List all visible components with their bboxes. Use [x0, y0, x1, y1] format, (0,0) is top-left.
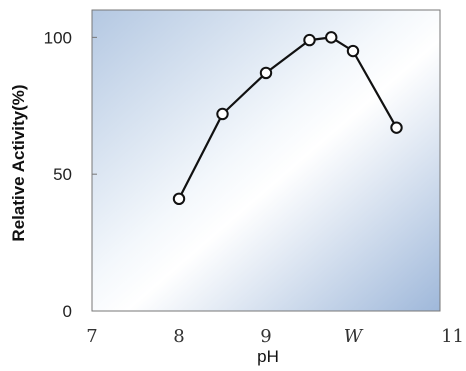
x-axis-title: pH [257, 347, 279, 366]
data-point [390, 121, 403, 134]
y-tick-label: 50 [53, 165, 72, 184]
y-tick-label: 100 [44, 28, 72, 47]
y-axis-title: Relative Activity(%) [9, 84, 28, 241]
y-ticks: 0 50 100 [44, 28, 97, 321]
x-tick-label: 9 [260, 326, 271, 347]
plot-area [91, 9, 441, 312]
y-tick-label: 0 [63, 302, 72, 321]
data-point [259, 66, 273, 80]
x-tick-label: 8 [173, 326, 184, 347]
x-ticks: 7 8 9 W 11 [86, 326, 464, 347]
x-tick-label: 11 [441, 326, 464, 347]
data-point [216, 107, 229, 121]
x-tick-label: W [344, 326, 364, 347]
series-group [172, 31, 403, 206]
x-tick-label: 7 [86, 326, 97, 347]
data-point [303, 33, 316, 47]
data-point [325, 31, 338, 44]
data-point [172, 192, 186, 206]
data-point [346, 44, 360, 58]
